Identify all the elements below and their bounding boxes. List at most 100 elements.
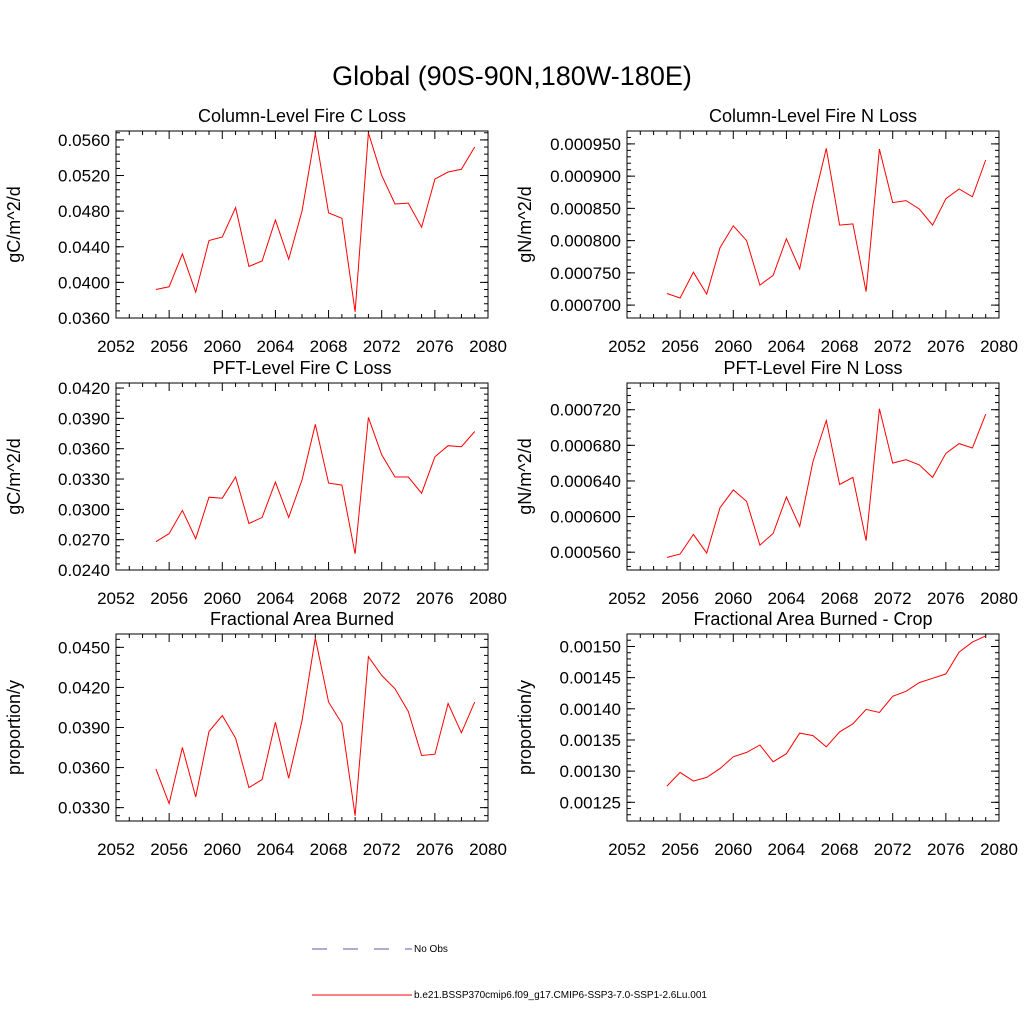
x-tick-label: 2064 (257, 840, 295, 859)
y-tick-label: 0.000600 (550, 508, 621, 527)
y-tick-label: 0.0420 (58, 678, 110, 697)
y-tick-label: 0.0360 (58, 759, 110, 778)
y-tick-label: 0.0390 (58, 409, 110, 428)
panel-2: Column-Level Fire N Loss gN/m^2/d 2052 2056… (515, 106, 1018, 356)
y-tick-label: 0.000800 (550, 232, 621, 251)
y-tick-label: 0.0300 (58, 500, 110, 519)
y-tick-label: 0.0240 (58, 561, 110, 580)
x-tick-label: 2072 (363, 337, 401, 356)
x-tick-label: 2060 (203, 840, 241, 859)
x-tick-label: 2052 (608, 337, 646, 356)
legend-label-no-obs: No Obs (414, 944, 448, 955)
y-tick-label: 0.000720 (550, 401, 621, 420)
x-tick-label: 2076 (927, 840, 965, 859)
y-axis-label: gN/m^2/d (515, 438, 535, 514)
y-tick-label: 0.0390 (58, 719, 110, 738)
y-axis-label: gC/m^2/d (4, 186, 24, 262)
x-tick-label: 2080 (469, 840, 507, 859)
series-line (155, 637, 476, 816)
y-tick-label: 0.000700 (550, 296, 621, 315)
x-tick-label: 2052 (97, 337, 135, 356)
x-tick-label: 2080 (469, 337, 507, 356)
plot-frame (626, 382, 1000, 571)
x-tick-label: 2056 (661, 840, 699, 859)
y-tick-label: 0.00140 (560, 700, 621, 719)
x-tick-label: 2064 (768, 840, 806, 859)
x-tick-label: 2056 (150, 589, 188, 608)
panel-5: Fractional Area Burned proportion/y 2052 20… (4, 609, 507, 859)
x-tick-label: 2052 (97, 840, 135, 859)
panel-4: PFT-Level Fire N Loss gN/m^2/d 2052 2056 206… (515, 358, 1018, 608)
y-tick-label: 0.00130 (560, 762, 621, 781)
x-tick-label: 2068 (310, 337, 348, 356)
y-axis-label: gC/m^2/d (4, 438, 24, 514)
x-tick-label: 2068 (310, 589, 348, 608)
y-tick-label: 0.0400 (58, 273, 110, 292)
y-tick-label: 0.00125 (560, 793, 621, 812)
y-tick-label: 0.0270 (58, 531, 110, 550)
plot-frame (626, 633, 1000, 822)
series-line (666, 148, 987, 299)
x-tick-label: 2080 (980, 589, 1018, 608)
x-tick-label: 2068 (821, 337, 859, 356)
y-tick-label: 0.000560 (550, 543, 621, 562)
panel-3: PFT-Level Fire C Loss gC/m^2/d 2052 2056 206… (4, 358, 507, 608)
panel-title: PFT-Level Fire N Loss (723, 358, 902, 378)
x-tick-label: 2052 (608, 589, 646, 608)
x-tick-label: 2076 (416, 840, 454, 859)
panel-6: Fractional Area Burned - Crop proportion/… (515, 609, 1018, 859)
x-tick-label: 2072 (874, 337, 912, 356)
x-tick-label: 2080 (980, 840, 1018, 859)
y-tick-label: 0.0440 (58, 238, 110, 257)
x-tick-label: 2068 (821, 589, 859, 608)
x-tick-label: 2056 (150, 337, 188, 356)
x-tick-label: 2052 (608, 840, 646, 859)
y-axis-label: proportion/y (515, 680, 535, 775)
y-tick-label: 0.0360 (58, 440, 110, 459)
y-tick-label: 0.000850 (550, 199, 621, 218)
y-tick-label: 0.000640 (550, 472, 621, 491)
x-tick-label: 2076 (927, 337, 965, 356)
y-tick-label: 0.0330 (58, 799, 110, 818)
x-tick-label: 2076 (927, 589, 965, 608)
x-tick-label: 2060 (714, 840, 752, 859)
legend-label-model: b.e21.BSSP370cmip6.f09_g17.CMIP6-SSP3-7.… (414, 990, 707, 1001)
y-tick-label: 0.000750 (550, 264, 621, 283)
y-tick-label: 0.00150 (560, 637, 621, 656)
x-tick-label: 2076 (416, 589, 454, 608)
series-line (666, 408, 987, 558)
panel-1: Column-Level Fire C Loss gC/m^2/d 2052 2056… (4, 106, 507, 356)
panel-title: Column-Level Fire C Loss (198, 106, 406, 126)
x-tick-label: 2072 (874, 840, 912, 859)
y-tick-label: 0.000680 (550, 436, 621, 455)
y-tick-label: 0.0360 (58, 309, 110, 328)
x-tick-label: 2052 (97, 589, 135, 608)
x-tick-label: 2060 (203, 589, 241, 608)
x-tick-label: 2072 (363, 589, 401, 608)
y-tick-label: 0.00145 (560, 669, 621, 688)
panel-title: Column-Level Fire N Loss (709, 106, 917, 126)
y-tick-label: 0.0420 (58, 379, 110, 398)
y-tick-label: 0.000900 (550, 167, 621, 186)
series-line (666, 635, 986, 787)
panels: Column-Level Fire C Loss gC/m^2/d 2052 2056… (4, 106, 1018, 859)
y-tick-label: 0.0480 (58, 202, 110, 221)
x-tick-label: 2072 (874, 589, 912, 608)
plot-frame (626, 130, 1000, 319)
plot-frame (115, 130, 489, 319)
panel-title: PFT-Level Fire C Loss (212, 358, 391, 378)
x-tick-label: 2064 (257, 337, 295, 356)
plot-frame (115, 382, 489, 571)
x-tick-label: 2056 (661, 589, 699, 608)
x-tick-label: 2068 (821, 840, 859, 859)
panel-title: Fractional Area Burned - Crop (693, 609, 932, 629)
x-tick-label: 2064 (257, 589, 295, 608)
y-tick-label: 0.00135 (560, 731, 621, 750)
panel-title: Fractional Area Burned (210, 609, 394, 629)
x-tick-label: 2076 (416, 337, 454, 356)
y-axis-label: gN/m^2/d (515, 186, 535, 262)
x-tick-label: 2060 (714, 337, 752, 356)
y-tick-label: 0.0560 (58, 131, 110, 150)
x-tick-label: 2072 (363, 840, 401, 859)
